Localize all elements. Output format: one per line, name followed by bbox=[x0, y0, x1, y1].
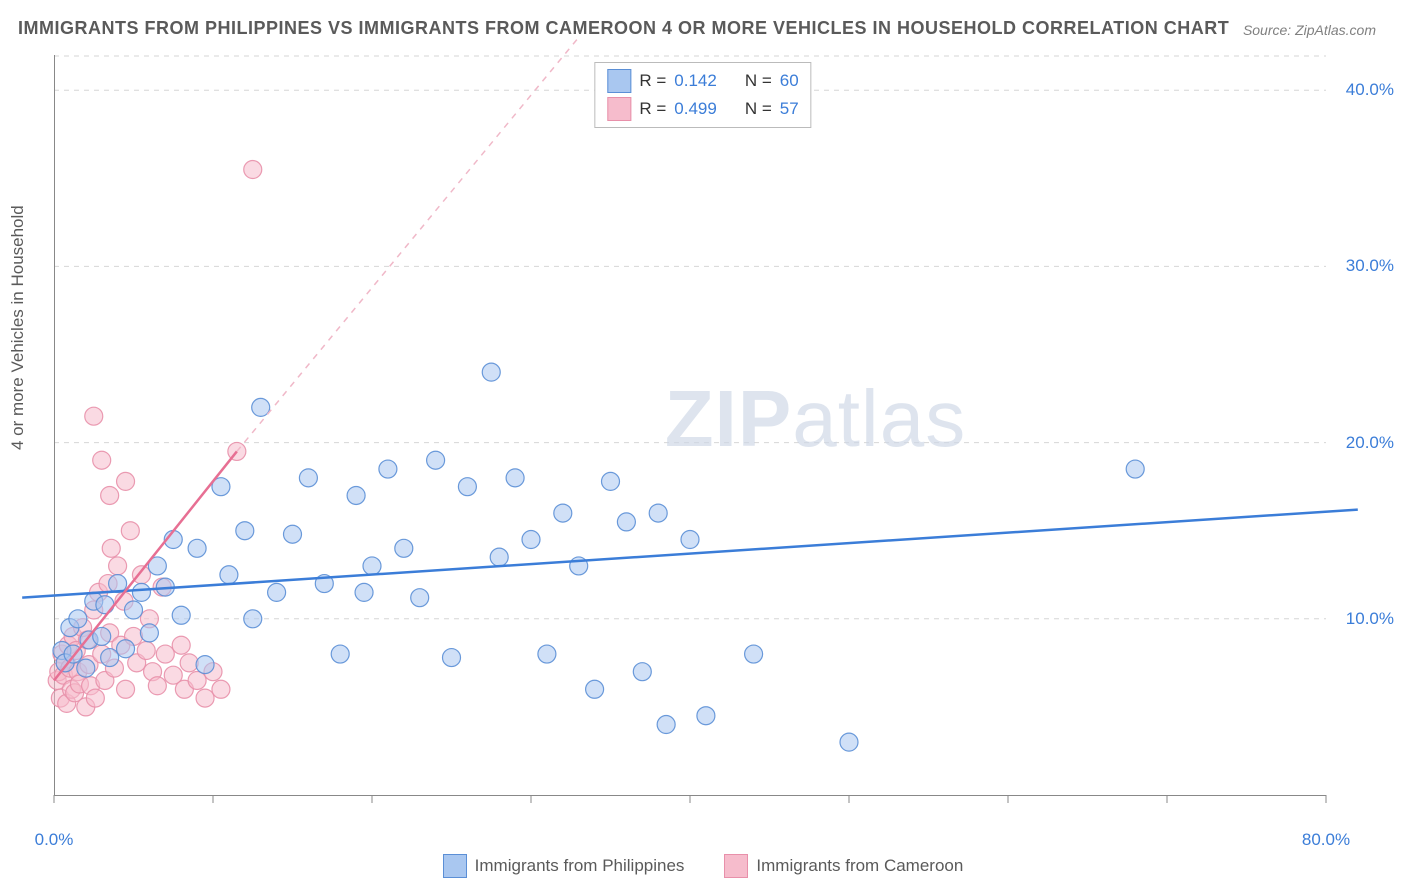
x-tick-label: 80.0% bbox=[1302, 830, 1350, 850]
n-label: N = bbox=[745, 99, 772, 119]
legend-item-philippines: Immigrants from Philippines bbox=[443, 854, 685, 878]
n-value-cameroon: 57 bbox=[780, 99, 799, 119]
r-label: R = bbox=[639, 99, 666, 119]
y-axis-title: 4 or more Vehicles in Household bbox=[8, 205, 28, 450]
legend-top: R = 0.142 N = 60 R = 0.499 N = 57 bbox=[594, 62, 811, 128]
swatch-philippines-icon bbox=[443, 854, 467, 878]
y-tick-label: 40.0% bbox=[1346, 80, 1394, 100]
n-value-philippines: 60 bbox=[780, 71, 799, 91]
plot-area bbox=[54, 55, 1384, 835]
y-tick-label: 10.0% bbox=[1346, 609, 1394, 629]
n-label: N = bbox=[745, 71, 772, 91]
chart-svg bbox=[54, 55, 1384, 835]
legend-label-cameroon: Immigrants from Cameroon bbox=[756, 856, 963, 876]
y-tick-label: 20.0% bbox=[1346, 433, 1394, 453]
source-attribution: Source: ZipAtlas.com bbox=[1243, 22, 1376, 38]
chart-title: IMMIGRANTS FROM PHILIPPINES VS IMMIGRANT… bbox=[18, 18, 1229, 39]
chart-container: IMMIGRANTS FROM PHILIPPINES VS IMMIGRANT… bbox=[0, 0, 1406, 892]
r-value-cameroon: 0.499 bbox=[674, 99, 717, 119]
swatch-cameroon bbox=[607, 97, 631, 121]
r-label: R = bbox=[639, 71, 666, 91]
legend-top-row-philippines: R = 0.142 N = 60 bbox=[607, 67, 798, 95]
legend-label-philippines: Immigrants from Philippines bbox=[475, 856, 685, 876]
legend-bottom: Immigrants from Philippines Immigrants f… bbox=[0, 854, 1406, 878]
swatch-philippines bbox=[607, 69, 631, 93]
legend-item-cameroon: Immigrants from Cameroon bbox=[724, 854, 963, 878]
y-tick-label: 30.0% bbox=[1346, 256, 1394, 276]
r-value-philippines: 0.142 bbox=[674, 71, 717, 91]
legend-top-row-cameroon: R = 0.499 N = 57 bbox=[607, 95, 798, 123]
swatch-cameroon-icon bbox=[724, 854, 748, 878]
x-tick-label: 0.0% bbox=[35, 830, 74, 850]
